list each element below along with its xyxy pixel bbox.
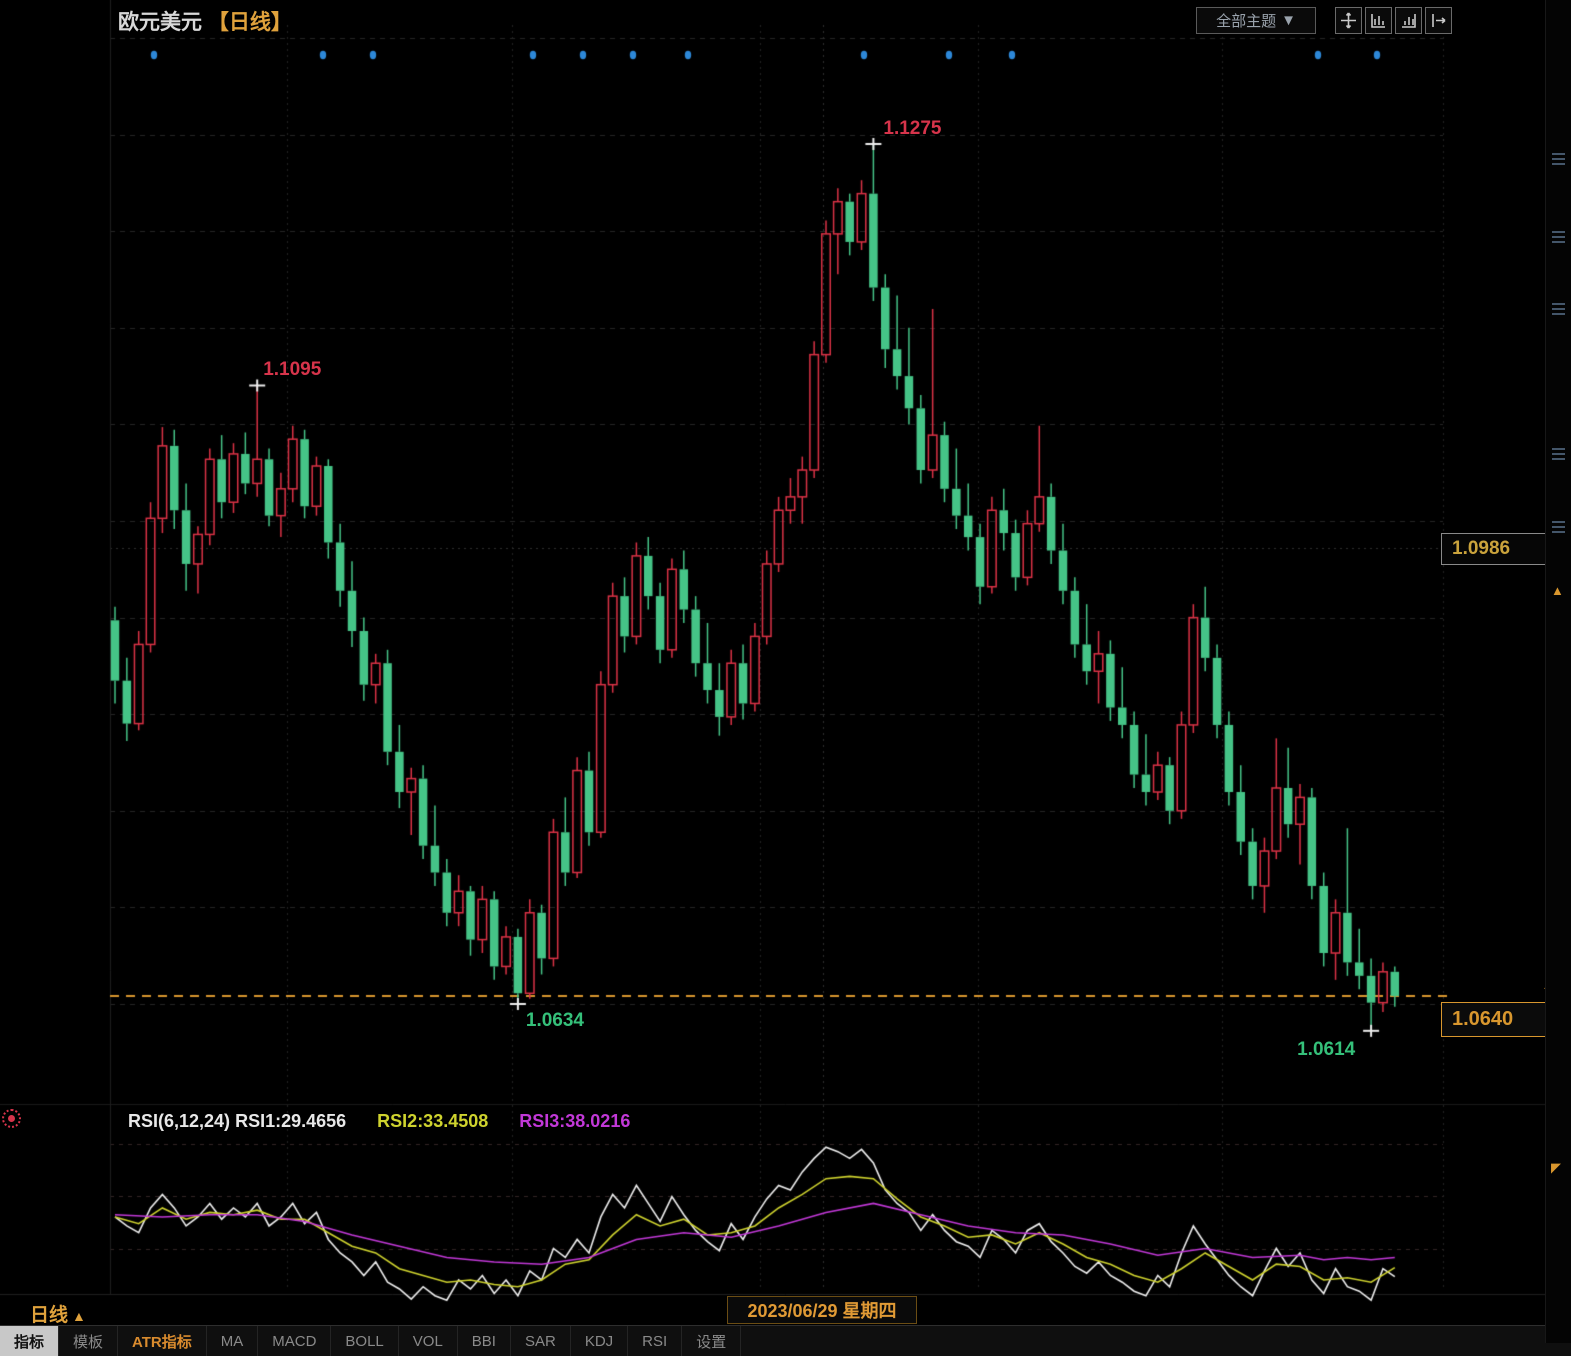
indicator-tab-MACD[interactable]: MACD — [258, 1326, 332, 1356]
chevron-down-icon: ▼ — [1281, 12, 1296, 29]
indicator-tab-BBI[interactable]: BBI — [458, 1326, 511, 1356]
indicator-tab-指标[interactable]: 指标 — [0, 1326, 60, 1356]
indicator-tab-ATR指标[interactable]: ATR指标 — [118, 1326, 207, 1356]
indicator-tab-VOL[interactable]: VOL — [399, 1326, 458, 1356]
side-arrow-up-icon[interactable]: ▲ — [1551, 583, 1564, 598]
theme-dropdown-label: 全部主题 — [1216, 13, 1277, 30]
indicator-tab-SAR[interactable]: SAR — [511, 1326, 571, 1356]
period-label: 日线 — [30, 1305, 69, 1326]
rsi-value2: RSI2:33.4508 — [377, 1111, 489, 1131]
indicator-tab-MA[interactable]: MA — [207, 1326, 259, 1356]
last-price-box: 1.0640 — [1441, 1002, 1557, 1037]
annotation-high-july: 1.1275 — [883, 117, 942, 139]
side-marker-icon[interactable]: ◤ — [1551, 1160, 1561, 1175]
indicator-tab-KDJ[interactable]: KDJ — [571, 1326, 629, 1356]
indicator-tab-RSI[interactable]: RSI — [628, 1326, 683, 1356]
indicator-tab-bar: 指标 模板 ATR指标 MA MACD BOLL VOL BBI SAR KDJ RSI 设置 — [0, 1325, 1571, 1356]
detach-window-icon[interactable] — [1425, 7, 1452, 34]
move-crosshair-icon[interactable] — [1335, 7, 1362, 34]
side-toolbar-item[interactable] — [1552, 445, 1565, 463]
rsi-header: RSI(6,12,24) RSI1:29.4656 RSI2:33.4508 R… — [128, 1111, 630, 1132]
side-toolbar-item[interactable] — [1552, 518, 1565, 536]
crosshair-date-value: 2023/06/29 星期四 — [747, 1301, 897, 1321]
chart-scale-right-icon[interactable] — [1395, 7, 1422, 34]
side-toolbar-item[interactable] — [1552, 300, 1565, 318]
side-toolbar-item[interactable] — [1552, 150, 1565, 168]
chart-scale-left-icon[interactable] — [1365, 7, 1392, 34]
crosshair-price-value: 1.0986 — [1452, 538, 1511, 559]
crosshair-date-box: 2023/06/29 星期四 — [727, 1296, 917, 1324]
theme-dropdown[interactable]: 全部主题 ▼ — [1196, 7, 1316, 34]
period-tag: 【日线】 — [207, 11, 292, 34]
rsi-value3: RSI3:38.0216 — [519, 1111, 631, 1131]
last-price-value: 1.0640 — [1452, 1008, 1514, 1030]
instrument-title: 欧元美元 【日线】 — [118, 6, 292, 36]
rsi-name-and-value1: RSI(6,12,24) RSI1:29.4656 — [128, 1111, 347, 1131]
annotation-high-april: 1.1095 — [263, 359, 322, 381]
crosshair-price-box: 1.0986 — [1441, 533, 1555, 565]
instrument-name: 欧元美元 — [118, 11, 202, 34]
side-toolbar: ▲ ◤ — [1545, 0, 1571, 1343]
annotation-low-may: 1.0634 — [525, 1010, 585, 1031]
annotation-low-sept: 1.0614 — [1297, 1038, 1356, 1060]
rsi-pane-marker-icon[interactable] — [2, 1109, 21, 1128]
period-selector[interactable]: 日线 ▲ — [30, 1300, 86, 1327]
indicator-tab-设置[interactable]: 设置 — [682, 1326, 742, 1356]
indicator-tab-BOLL[interactable]: BOLL — [331, 1326, 399, 1356]
indicator-tab-模板[interactable]: 模板 — [59, 1326, 119, 1356]
triangle-up-icon: ▲ — [72, 1308, 86, 1324]
side-toolbar-item[interactable] — [1552, 228, 1565, 246]
